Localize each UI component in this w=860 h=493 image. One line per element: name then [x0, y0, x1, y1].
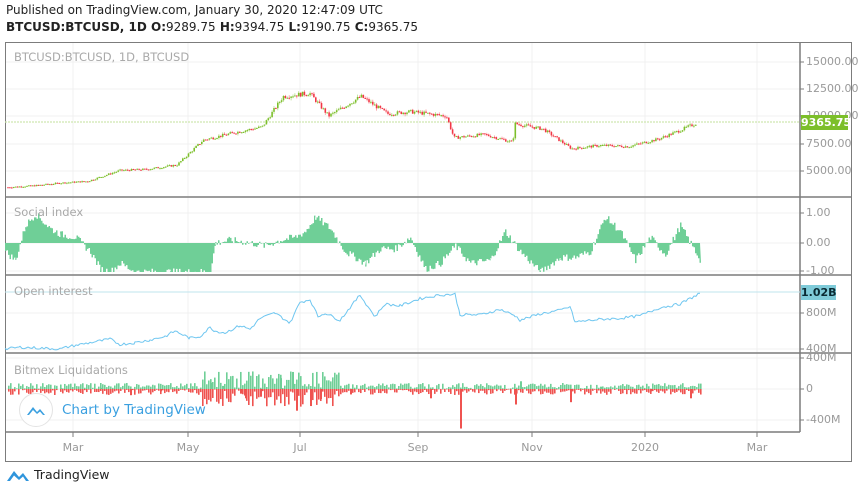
x-axis-label: Mar: [62, 441, 84, 454]
tradingview-logo-icon: [7, 470, 29, 481]
tradingview-logo-icon: [19, 393, 53, 427]
ohlc-line: BTCUSD:BTCUSD, 1D O:9289.75 H:9394.75 L:…: [6, 19, 418, 36]
footer-brand[interactable]: TradingView: [6, 467, 110, 482]
axis-ticks: [72, 61, 804, 437]
footer-brand-text: TradingView: [34, 467, 110, 482]
liq-pane-label: Bitmex Liquidations: [14, 363, 128, 377]
close-label: C:: [354, 20, 369, 34]
open-value: 9289.75: [166, 20, 216, 34]
high-value: 9394.75: [234, 20, 285, 34]
social-tick: -1.00: [806, 264, 835, 277]
liq-tick: 400M: [806, 351, 837, 364]
oi-tick: 800M: [806, 306, 837, 319]
price-tick: 7500.00: [806, 137, 852, 150]
price-last-badge: 9365.75: [801, 115, 852, 130]
social-pane-label: Social index: [14, 205, 84, 219]
x-axis-label: Mar: [746, 441, 768, 454]
social-tick: 0.00: [806, 236, 831, 249]
open-label: O:: [151, 20, 167, 34]
grid-lines: [6, 43, 800, 432]
price-pane-label: BTCUSD:BTCUSD, 1D, BTCUSD: [14, 50, 190, 64]
chart-by-tradingview-watermark[interactable]: Chart by TradingView: [19, 393, 206, 427]
x-axis-label: May: [176, 441, 200, 454]
oi-tick: 400M: [806, 342, 837, 355]
oi-last-badge: 1.02B: [801, 285, 837, 300]
chart-frame: [5, 42, 852, 462]
x-axis-label: 2020: [631, 441, 659, 454]
x-axis-label: Nov: [521, 441, 543, 454]
liq-tick: 0: [806, 382, 813, 395]
close-value: 9365.75: [368, 20, 418, 34]
published-line: Published on TradingView.com, January 30…: [6, 3, 383, 17]
oi-series: [4, 292, 701, 351]
social-tick: 1.00: [806, 206, 831, 219]
x-axis-label: Sep: [407, 441, 429, 454]
watermark-text: Chart by TradingView: [62, 402, 206, 418]
chart-header: Published on TradingView.com, January 30…: [6, 2, 418, 36]
liq-tick: -400M: [806, 413, 841, 426]
oi-pane-label: Open interest: [14, 284, 93, 298]
price-tick: 15000.00: [806, 55, 859, 68]
low-label: L:: [288, 20, 301, 34]
social-series: [5, 213, 701, 272]
pane-dividers: [5, 42, 852, 433]
price-tick: 5000.00: [806, 164, 852, 177]
price-tick: 12500.00: [806, 82, 859, 95]
symbol-label: BTCUSD:BTCUSD, 1D: [6, 20, 147, 34]
low-value: 9190.75: [300, 20, 351, 34]
liquidation-series: [8, 371, 702, 429]
high-label: H:: [219, 20, 235, 34]
price-series: [7, 90, 697, 189]
x-axis-label: Jul: [293, 441, 307, 454]
